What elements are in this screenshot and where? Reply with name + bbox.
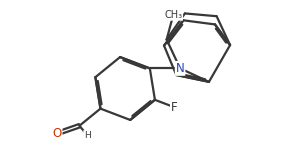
- Text: CH₃: CH₃: [164, 10, 182, 20]
- Text: F: F: [171, 101, 178, 114]
- Text: H: H: [84, 131, 90, 140]
- Text: O: O: [52, 127, 61, 140]
- Text: N: N: [176, 62, 185, 75]
